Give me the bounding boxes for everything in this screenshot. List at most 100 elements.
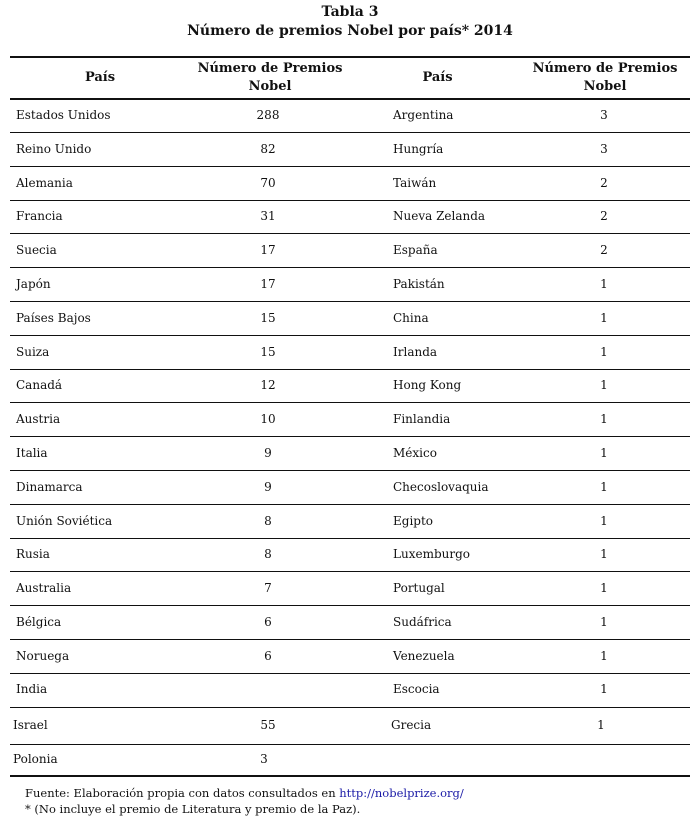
count-right: 1 — [600, 615, 608, 629]
country-left: Estados Unidos — [16, 108, 111, 122]
count-left: 17 — [260, 243, 276, 258]
country-left: Japón — [16, 277, 51, 291]
country-left: Noruega — [16, 648, 70, 663]
country-right: Nueva Zelanda — [393, 209, 486, 224]
country-left: Suecia — [16, 243, 57, 258]
country-left: Canadá — [16, 378, 63, 393]
row-divider — [10, 267, 690, 269]
count-left: 70 — [260, 175, 276, 190]
country-left: Dinamarca — [16, 479, 83, 494]
row-divider — [10, 233, 690, 235]
count-left: 10 — [260, 412, 276, 427]
count-right: 2 — [600, 209, 608, 224]
row-divider — [10, 301, 690, 302]
country-right: Venezuela — [393, 648, 455, 663]
row-divider — [10, 436, 690, 438]
count-right: 1 — [600, 581, 608, 596]
count-left: 17 — [260, 277, 276, 291]
count-right: 1 — [600, 479, 608, 494]
country-right: Finlandia — [393, 412, 451, 427]
header-line: Nobel — [248, 79, 292, 94]
country-left: India — [16, 682, 48, 696]
count-right: 3 — [600, 141, 608, 156]
row-divider — [10, 334, 690, 336]
count-left: 12 — [260, 378, 276, 393]
country-left: Italia — [16, 446, 48, 460]
row-divider — [10, 537, 690, 539]
count-right: 1 — [600, 648, 608, 663]
table-number: Tabla 3 — [321, 4, 379, 20]
country-right: Portugal — [393, 581, 445, 596]
bottom-rule — [10, 775, 690, 777]
count-right: 1 — [600, 682, 608, 696]
count-left: 55 — [260, 718, 276, 732]
count-left: 8 — [264, 547, 272, 562]
count-left: 8 — [264, 513, 272, 528]
country-right: Pakistán — [393, 277, 445, 291]
country-right: Argentina — [393, 108, 454, 122]
country-right: Sudáfrica — [393, 615, 452, 629]
row-divider — [10, 470, 690, 471]
count-left: 15 — [260, 344, 276, 359]
country-right: Checoslovaquia — [393, 479, 489, 494]
country-right: Egipto — [393, 513, 434, 528]
country-right: Hungría — [393, 141, 444, 156]
country-left: Austria — [16, 412, 61, 427]
count-right: 2 — [600, 175, 608, 190]
count-left: 3 — [260, 752, 268, 766]
country-left: Bélgica — [16, 615, 62, 629]
country-left: Alemania — [16, 175, 73, 190]
country-left: Suiza — [16, 344, 50, 359]
row-divider — [10, 639, 690, 640]
country-left: Países Bajos — [16, 310, 91, 325]
count-right: 1 — [600, 310, 608, 325]
count-right: 1 — [600, 446, 608, 460]
count-left: 6 — [264, 648, 272, 663]
country-left: Unión Soviética — [16, 513, 113, 528]
country-right: Grecia — [391, 718, 432, 732]
row-divider — [10, 672, 690, 674]
header-line: Número de Premios — [532, 61, 678, 76]
row-divider — [10, 132, 690, 133]
country-left: Rusia — [16, 547, 50, 562]
row-divider — [10, 165, 690, 167]
count-left: 82 — [260, 141, 276, 156]
table-title: Número de premios Nobel por país* 2014 — [187, 23, 513, 39]
header-count-left: Número de Premios Nobel — [190, 60, 350, 96]
country-right: Escocia — [393, 682, 440, 696]
row-divider — [10, 503, 690, 505]
count-right: 1 — [597, 718, 605, 732]
country-right: China — [393, 310, 429, 325]
row-divider — [10, 402, 690, 404]
count-right: 2 — [600, 243, 608, 258]
source-text: Fuente: Elaboración propia con datos con… — [25, 786, 340, 800]
country-left: Reino Unido — [16, 141, 92, 156]
count-left: 7 — [264, 581, 272, 596]
top-rule — [10, 56, 690, 58]
count-left: 6 — [264, 615, 272, 629]
country-right: Taiwán — [393, 175, 437, 190]
header-country-right: País — [422, 70, 453, 85]
source-link[interactable]: http://nobelprize.org/ — [339, 786, 464, 800]
source-note: Fuente: Elaboración propia con datos con… — [25, 786, 464, 800]
count-right: 1 — [600, 513, 608, 528]
header-rule — [10, 98, 690, 100]
header-country-left: País — [84, 70, 116, 85]
header-count-right: Número de Premios Nobel — [525, 60, 685, 96]
country-right: Irlanda — [393, 344, 438, 359]
header-line: Nobel — [583, 79, 627, 94]
country-right: Luxemburgo — [393, 547, 470, 562]
row-divider — [10, 571, 690, 573]
count-left: 288 — [256, 108, 280, 122]
count-right: 1 — [600, 547, 608, 562]
count-right: 1 — [600, 378, 608, 393]
country-right: España — [393, 243, 438, 258]
country-left: Israel — [13, 718, 48, 732]
count-right: 1 — [600, 277, 608, 291]
count-left: 15 — [260, 310, 276, 325]
footnote: * (No incluye el premio de Literatura y … — [25, 802, 361, 816]
count-right: 3 — [600, 108, 608, 122]
country-left: Polonia — [13, 752, 58, 766]
country-left: Australia — [16, 581, 72, 596]
count-right: 1 — [600, 412, 608, 427]
